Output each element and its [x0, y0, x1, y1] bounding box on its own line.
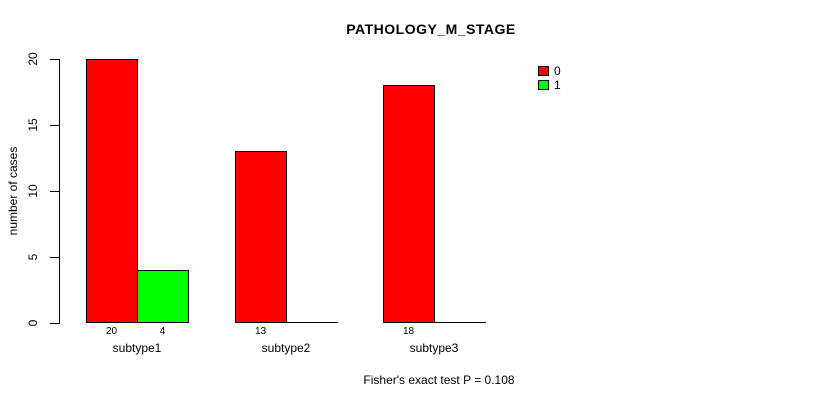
- zero-bar-subtype3-group1: [434, 322, 486, 323]
- bar-subtype3-group0: [383, 85, 435, 323]
- legend-swatch-0: [538, 66, 549, 76]
- chart-title: PATHOLOGY_M_STAGE: [346, 21, 516, 37]
- legend-item-0: 0: [538, 64, 598, 78]
- y-tick-5: [50, 257, 59, 258]
- zero-bar-subtype2-group1: [286, 322, 338, 323]
- legend-item-1: 1: [538, 78, 598, 92]
- y-axis-line: [59, 59, 60, 324]
- y-tick-label-0: 0: [26, 319, 40, 327]
- y-tick-0: [50, 323, 59, 324]
- y-tick-20: [50, 59, 59, 60]
- count-label-subtype1-group1: 4: [159, 326, 166, 337]
- stat-test-note: Fisher's exact test P = 0.108: [363, 373, 515, 387]
- y-tick-label-10: 10: [26, 184, 40, 198]
- count-label-subtype3-group0: 18: [402, 326, 415, 337]
- count-label-subtype1-group0: 20: [105, 326, 118, 337]
- legend-label-1: 1: [554, 78, 561, 92]
- y-tick-15: [50, 125, 59, 126]
- y-axis-label: number of cases: [6, 146, 20, 236]
- category-label-subtype2: subtype2: [261, 341, 311, 355]
- category-label-subtype1: subtype1: [112, 341, 162, 355]
- category-label-subtype3: subtype3: [409, 341, 459, 355]
- y-tick-10: [50, 191, 59, 192]
- y-tick-label-5: 5: [26, 253, 40, 261]
- bar-subtype1-group0: [86, 59, 138, 323]
- bar-subtype2-group0: [235, 151, 287, 323]
- legend-swatch-1: [538, 80, 549, 90]
- legend-label-0: 0: [554, 64, 561, 78]
- y-tick-label-20: 20: [26, 52, 40, 66]
- y-tick-label-15: 15: [26, 118, 40, 132]
- bar-subtype1-group1: [137, 270, 189, 323]
- count-label-subtype2-group0: 13: [254, 326, 267, 337]
